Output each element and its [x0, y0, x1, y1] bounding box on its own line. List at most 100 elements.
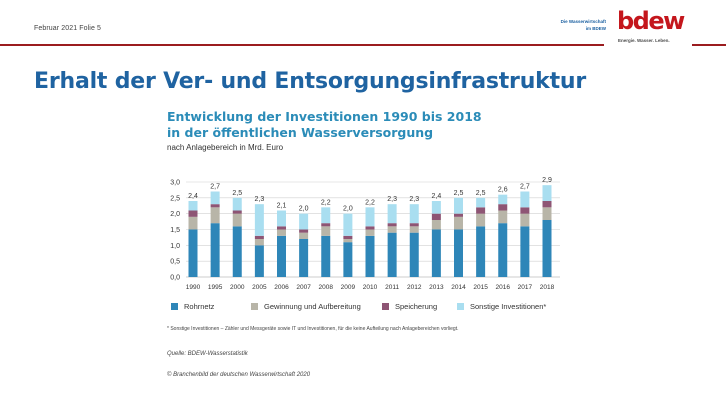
bar-segment-sonstige-investitionen: [188, 201, 198, 211]
bar-total-label: 2,3: [255, 196, 265, 203]
legend-label: Sonstige Investitionen*: [470, 302, 547, 311]
bar-segment-sonstige-investitionen: [431, 201, 441, 214]
bar-segment-rohrnetz: [277, 235, 286, 277]
bar-segment-speicherung: [365, 226, 375, 230]
header-divider-left: [0, 44, 604, 46]
chart-subtitle: nach Anlagebereich in Mrd. Euro: [167, 143, 284, 152]
x-tick-label: 2010: [363, 284, 378, 291]
date-slide-label: Februar 2021 Folie 5: [34, 25, 101, 32]
chart-title: Entwicklung der Investitionen 1990 bis 2…: [167, 109, 482, 141]
bar-segment-rohrnetz: [431, 229, 441, 277]
bar-segment-speicherung: [498, 204, 508, 211]
bar-segment-sonstige-investitionen: [542, 185, 552, 201]
bar-segment-sonstige-investitionen: [409, 204, 419, 224]
bar-segment-sonstige-investitionen: [387, 204, 397, 224]
bar-segment-speicherung: [188, 210, 198, 217]
bar-segment-rohrnetz: [299, 239, 309, 277]
bar-total-label: 2,5: [454, 190, 464, 197]
bar-segment-sonstige-investitionen: [299, 213, 309, 230]
chart-title-line1: Entwicklung der Investitionen 1990 bis 2…: [167, 109, 482, 124]
y-tick-label: 0,0: [170, 275, 180, 282]
slide-title: Erhalt der Ver- und Entsorgungsinfrastru…: [34, 69, 587, 94]
legend-swatch: [251, 303, 258, 310]
legend-item-sonstige: Sonstige Investitionen*: [457, 302, 546, 311]
bar-segment-gewinnung-und-aufbereitung: [254, 239, 264, 246]
bar-segment-gewinnung-und-aufbereitung: [277, 229, 286, 236]
bar-segment-gewinnung-und-aufbereitung: [188, 216, 198, 230]
legend-label: Gewinnung und Aufbereitung: [264, 302, 361, 311]
bar-segment-speicherung: [454, 213, 463, 217]
bar-total-label: 2,9: [542, 177, 552, 184]
legend-swatch: [457, 303, 464, 310]
x-tick-label: 2012: [407, 284, 422, 291]
bar-segment-rohrnetz: [454, 229, 463, 277]
tagline-line2: im BDEW: [585, 26, 606, 31]
bar-segment-speicherung: [409, 223, 419, 227]
legend-swatch: [171, 303, 178, 310]
legend-item-gewinnung: Gewinnung und Aufbereitung: [251, 302, 361, 311]
bar-total-label: 2,7: [520, 184, 530, 191]
bdew-logo: bdew: [617, 7, 685, 35]
bar-segment-gewinnung-und-aufbereitung: [409, 226, 419, 233]
bar-segment-speicherung: [431, 213, 441, 220]
bar-segment-sonstige-investitionen: [321, 207, 331, 224]
header-divider-right: [692, 44, 726, 46]
x-tick-label: 2000: [230, 284, 245, 291]
bar-segment-rohrnetz: [409, 232, 419, 277]
x-tick-label: 2015: [473, 284, 488, 291]
bar-segment-gewinnung-und-aufbereitung: [299, 232, 309, 239]
bar-segment-speicherung: [299, 229, 309, 233]
bar-segment-rohrnetz: [387, 232, 397, 277]
bar-segment-rohrnetz: [188, 229, 198, 277]
bar-total-label: 2,1: [277, 203, 287, 210]
logo-subtitle: Energie. Wasser. Leben.: [618, 38, 670, 43]
x-tick-label: 2014: [451, 284, 466, 291]
bar-total-label: 2,5: [476, 190, 486, 197]
bar-total-label: 2,3: [409, 196, 419, 203]
footnote: * Sonstige Investitionen – Zähler und Me…: [167, 326, 459, 332]
bar-total-label: 2,5: [232, 190, 242, 197]
bar-total-label: 2,3: [387, 196, 397, 203]
bar-segment-gewinnung-und-aufbereitung: [343, 239, 353, 243]
source-note: Quelle: BDEW-Wasserstatistik: [167, 351, 248, 357]
bar-total-label: 2,0: [343, 206, 353, 213]
x-tick-label: 1995: [208, 284, 223, 291]
bar-segment-sonstige-investitionen: [476, 197, 486, 208]
bar-segment-rohrnetz: [254, 245, 264, 277]
bar-segment-sonstige-investitionen: [277, 210, 286, 227]
bar-segment-speicherung: [210, 204, 220, 208]
bar-total-label: 2,0: [299, 206, 309, 213]
bar-segment-gewinnung-und-aufbereitung: [365, 229, 375, 236]
bar-segment-gewinnung-und-aufbereitung: [476, 213, 486, 227]
bar-segment-rohrnetz: [542, 220, 552, 277]
y-tick-label: 2,0: [170, 211, 180, 218]
bar-segment-gewinnung-und-aufbereitung: [210, 207, 220, 224]
legend-label: Speicherung: [395, 302, 438, 311]
x-tick-label: 2008: [319, 284, 334, 291]
bar-total-label: 2,4: [432, 193, 442, 200]
bar-total-label: 2,7: [210, 184, 220, 191]
bar-segment-sonstige-investitionen: [232, 197, 242, 211]
x-tick-label: 2013: [429, 284, 444, 291]
x-tick-label: 2007: [296, 284, 311, 291]
bar-segment-speicherung: [343, 235, 353, 239]
bar-segment-gewinnung-und-aufbereitung: [387, 226, 397, 233]
bar-segment-gewinnung-und-aufbereitung: [542, 207, 552, 220]
bar-segment-rohrnetz: [498, 223, 508, 277]
tagline-line1: Die Wasserwirtschaft: [560, 19, 606, 24]
bar-segment-sonstige-investitionen: [365, 207, 375, 227]
bar-segment-speicherung: [520, 207, 530, 214]
legend-item-rohrnetz: Rohrnetz: [171, 302, 214, 311]
x-tick-label: 2005: [252, 284, 267, 291]
y-tick-label: 1,0: [170, 243, 180, 250]
bar-segment-sonstige-investitionen: [498, 194, 508, 205]
x-tick-label: 2006: [274, 284, 289, 291]
bar-segment-rohrnetz: [232, 226, 242, 277]
y-tick-label: 1,5: [170, 227, 180, 234]
legend-swatch: [382, 303, 389, 310]
bar-segment-speicherung: [232, 210, 242, 214]
x-tick-label: 2011: [385, 284, 399, 291]
bar-segment-rohrnetz: [520, 226, 530, 277]
y-tick-label: 3,0: [170, 180, 180, 187]
